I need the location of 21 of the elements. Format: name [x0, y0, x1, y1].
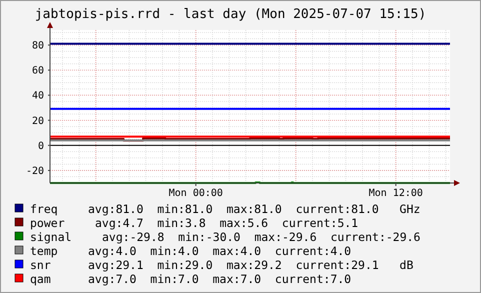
- legend-label: signal: [30, 230, 72, 244]
- chart-title: jabtopis-pis.rrd - last day (Mon 2025-07-07 15:15): [34, 7, 426, 22]
- legend-label: qam: [30, 272, 51, 286]
- legend-label: temp: [30, 244, 58, 258]
- text: avg:81.0 min:81.0 max:81.0 current:81.0 GHz: [88, 202, 420, 216]
- y-tick-label: 0: [38, 140, 44, 152]
- y-tick-label: 20: [32, 116, 44, 127]
- y-tick-label: 80: [32, 40, 44, 52]
- y-tick-label: -20: [26, 166, 44, 177]
- text: avg:4.7 min:3.8 max:5.6 current:5.1: [95, 216, 358, 230]
- legend-label: freq: [30, 202, 58, 216]
- legend-label: power: [30, 216, 65, 230]
- text: avg:7.0 min:7.0 max:7.0 current:7.0: [88, 272, 352, 286]
- text: avg:4.0 min:4.0 max:4.0 current:4.0: [88, 244, 352, 258]
- x-tick-label: Mon 12:00: [368, 188, 423, 199]
- text: avg:-29.8 min:-30.0 max:-29.6 current:-29.6: [102, 230, 421, 244]
- text: avg:29.1 min:29.0 max:29.2 current:29.1 dB: [88, 258, 414, 272]
- y-tick-label: 40: [32, 90, 44, 102]
- legend-label: snr: [30, 258, 51, 272]
- y-tick-label: 60: [32, 66, 44, 77]
- x-tick-label: Mon 00:00: [168, 188, 223, 199]
